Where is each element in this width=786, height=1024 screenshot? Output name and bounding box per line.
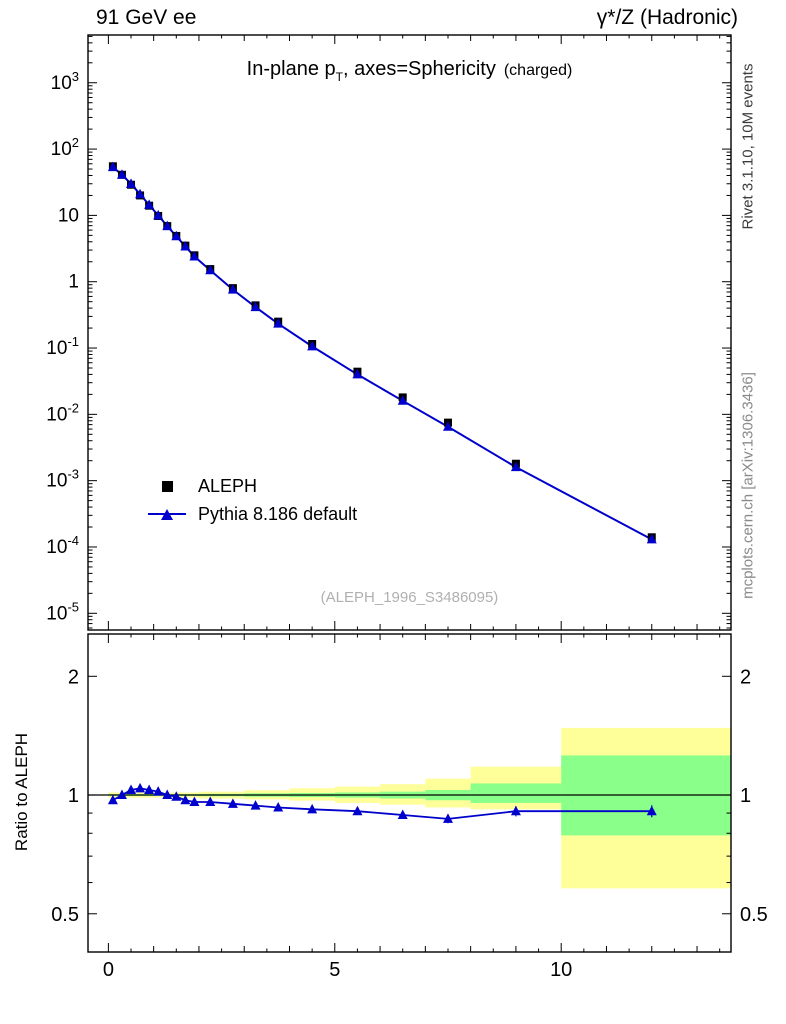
plot-title: In-plane pT, axes=Sphericity (charged) xyxy=(88,58,731,84)
ratio-uncertainty-bands xyxy=(108,727,731,889)
axis-ticks xyxy=(88,35,731,952)
main-y-tick-label: 103 xyxy=(51,69,79,94)
title-subscript: T xyxy=(335,70,343,84)
x-tick-label: 5 xyxy=(329,959,340,981)
legend-item-aleph: ALEPH xyxy=(146,472,357,500)
blue-triangle-line-marker-icon xyxy=(146,504,188,524)
main-panel-frame xyxy=(87,34,732,631)
pythia-markers xyxy=(107,161,657,544)
ratio-y-tick-label-right: 0.5 xyxy=(740,904,768,926)
main-y-tick-label: 10-5 xyxy=(46,599,79,624)
ratio-y-tick-label-left: 0.5 xyxy=(51,904,79,926)
x-tick-label: 10 xyxy=(550,959,572,981)
ratio-y-tick-label-right: 2 xyxy=(740,666,751,688)
main-y-tick-label: 10-1 xyxy=(46,334,79,359)
legend: ALEPH Pythia 8.186 default xyxy=(146,472,357,528)
title-prefix: In-plane p xyxy=(246,58,336,80)
legend-label-pythia: Pythia 8.186 default xyxy=(198,503,358,524)
ratio-panel-frame xyxy=(87,633,732,953)
main-y-tick-label: 1 xyxy=(68,272,79,293)
mcplots-arxiv-label: mcplots.cern.ch [arXiv:1306.3436] xyxy=(739,372,757,599)
main-y-tick-label: 10-4 xyxy=(46,533,79,558)
ratio-y-tick-label-right: 1 xyxy=(740,785,751,807)
legend-item-pythia: Pythia 8.186 default xyxy=(146,500,357,528)
rivet-version-label: Rivet 3.1.10, 10M events xyxy=(739,63,757,230)
x-tick-label: 0 xyxy=(103,959,114,981)
ratio-y-tick-label-left: 1 xyxy=(68,785,79,807)
title-note: (charged) xyxy=(503,62,573,79)
analysis-watermark: (ALEPH_1996_S3486095) xyxy=(320,589,499,606)
ratio-markers xyxy=(107,782,657,824)
main-y-tick-label: 10 xyxy=(58,205,79,226)
ratio-y-tick-label-left: 2 xyxy=(68,666,79,688)
black-square-marker-icon xyxy=(146,476,188,496)
main-y-tick-label: 10-2 xyxy=(46,400,79,425)
header-beam-label: 91 GeV ee xyxy=(96,6,197,29)
main-y-tick-label: 10-3 xyxy=(46,467,79,492)
header-process-label: γ*/Z (Hadronic) xyxy=(596,6,738,29)
main-y-tick-label: 102 xyxy=(51,135,79,160)
title-suffix: , axes=Sphericity xyxy=(342,58,496,80)
ratio-y-axis-title: Ratio to ALEPH xyxy=(12,732,31,852)
legend-label-aleph: ALEPH xyxy=(198,475,258,496)
